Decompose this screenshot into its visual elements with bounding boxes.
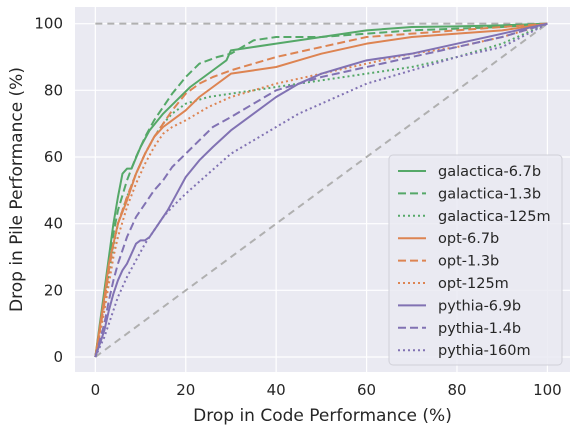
legend-label-pythia-1.4b: pythia-1.4b: [438, 321, 521, 337]
legend-label-galactica-1.3b: galactica-1.3b: [438, 186, 541, 202]
legend: galactica-6.7b galactica-1.3b galactica-12…: [388, 154, 563, 366]
x-ticks: 0 20 40 60 80 100: [91, 381, 562, 399]
x-tick-label: 60: [357, 381, 376, 399]
y-tick-label: 0: [53, 348, 63, 366]
reference-lines: [94, 22, 548, 358]
legend-label-galactica-125m: galactica-125m: [438, 209, 551, 225]
x-tick-label: 20: [176, 381, 195, 399]
legend-label-galactica-6.7b: galactica-6.7b: [438, 164, 541, 180]
x-axis-label: Drop in Code Performance (%): [193, 406, 452, 426]
y-ticks: 0 20 40 60 80 100: [34, 15, 63, 366]
reference-line: [94, 22, 548, 358]
y-tick-label: 40: [44, 215, 63, 233]
y-tick-label: 100: [34, 15, 63, 33]
series-line-pythia-1.4b: [94, 22, 548, 358]
y-tick-label: 80: [44, 81, 63, 99]
series-layer: [94, 22, 548, 358]
x-tick-label: 40: [267, 381, 286, 399]
series-line-opt-125m: [94, 22, 548, 358]
y-tick-label: 20: [44, 281, 63, 299]
y-tick-label: 60: [44, 148, 63, 166]
legend-label-opt-125m: opt-125m: [438, 276, 509, 292]
legend-label-opt-6.7b: opt-6.7b: [438, 231, 499, 247]
legend-label-pythia-160m: pythia-160m: [438, 343, 531, 359]
series-line-galactica-1.3b: [94, 22, 548, 358]
x-tick-label: 0: [91, 381, 101, 399]
x-tick-label: 100: [533, 381, 562, 399]
legend-label-opt-1.3b: opt-1.3b: [438, 254, 499, 270]
legend-label-pythia-6.9b: pythia-6.9b: [438, 298, 521, 314]
series-line-opt-1.3b: [94, 22, 548, 358]
series-line-opt-6.7b: [94, 22, 548, 358]
series-line-pythia-6.9b: [94, 22, 548, 358]
x-tick-label: 80: [447, 381, 466, 399]
legend-box: [388, 154, 563, 366]
series-line-galactica-6.7b: [94, 22, 548, 358]
y-axis-label: Drop in Pile Performance (%): [7, 67, 27, 312]
